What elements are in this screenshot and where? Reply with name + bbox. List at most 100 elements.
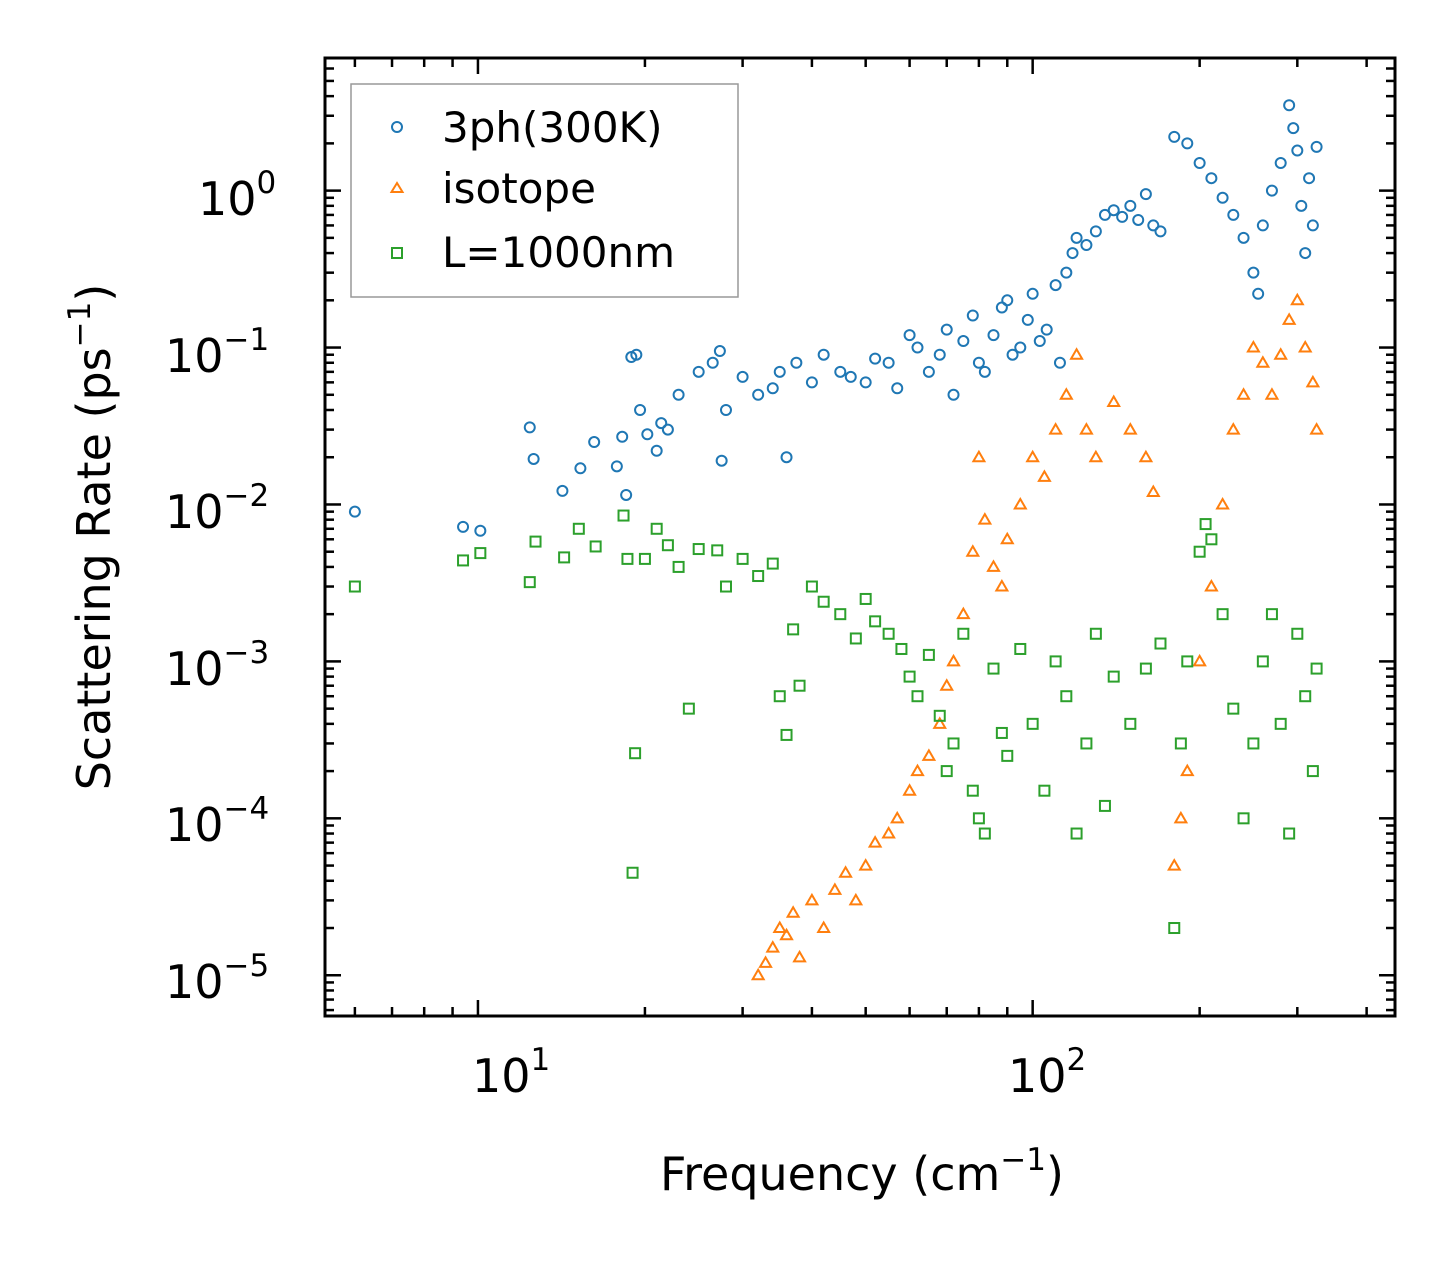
point-circle-47 [978, 365, 991, 378]
point-circle-0 [348, 505, 361, 518]
point-triangle-14 [881, 826, 896, 839]
point-square-51 [1049, 655, 1062, 668]
point-circle-79 [1247, 266, 1260, 279]
point-triangle-32 [1048, 422, 1063, 435]
plot-frame [323, 56, 1397, 1018]
point-circle-32 [834, 365, 847, 378]
point-circle-77 [1227, 208, 1240, 221]
point-square-38 [933, 709, 946, 722]
point-circle-85 [1287, 122, 1300, 135]
point-triangle-2 [765, 940, 780, 953]
point-triangle-10 [838, 865, 853, 878]
point-circle-63 [1089, 225, 1102, 238]
point-circle-61 [1070, 231, 1083, 244]
point-circle-30 [805, 376, 818, 389]
point-triangle-43 [1180, 763, 1195, 777]
point-triangle-56 [1305, 374, 1321, 388]
point-square-69 [1237, 812, 1250, 825]
point-triangle-42 [1173, 810, 1189, 824]
point-square-54 [1080, 737, 1093, 750]
point-triangle-6 [792, 949, 807, 963]
point-square-59 [1139, 662, 1152, 675]
point-circle-15 [650, 444, 663, 457]
point-triangle-34 [1069, 347, 1084, 360]
point-triangle-36 [1088, 449, 1104, 463]
point-circle-86 [1291, 144, 1304, 157]
point-circle-5 [556, 484, 569, 497]
point-triangle-49 [1246, 340, 1261, 353]
point-triangle-47 [1226, 422, 1241, 435]
point-circle-34 [859, 376, 872, 389]
point-square-12 [638, 552, 651, 565]
point-circle-27 [773, 365, 786, 378]
legend: 3ph(300K) isotope L=1000nm [350, 83, 739, 298]
point-triangle-11 [848, 892, 864, 906]
point-triangle-25 [977, 512, 993, 525]
point-square-13 [650, 522, 663, 535]
point-square-78 [1310, 662, 1323, 675]
point-circle-35 [869, 352, 882, 365]
point-circle-90 [1306, 219, 1319, 232]
point-square-76 [1299, 690, 1312, 703]
point-circle-51 [1006, 348, 1019, 361]
point-square-74 [1283, 827, 1296, 840]
point-square-68 [1227, 702, 1240, 715]
point-triangle-12 [858, 858, 873, 871]
point-triangle-24 [971, 449, 987, 463]
y-tick-label-1e-5: 10−5 [165, 948, 269, 1009]
point-circle-13 [634, 403, 647, 416]
point-circle-24 [736, 370, 749, 383]
point-circle-68 [1132, 213, 1145, 226]
point-circle-45 [966, 309, 979, 322]
point-circle-39 [911, 341, 924, 354]
point-square-47 [1001, 749, 1014, 762]
point-square-64 [1193, 545, 1206, 558]
point-triangle-53 [1281, 312, 1297, 325]
point-triangle-26 [986, 559, 1001, 572]
point-square-26 [793, 679, 806, 692]
point-square-14 [661, 539, 674, 552]
point-circle-55 [1033, 335, 1046, 348]
point-circle-26 [766, 382, 779, 395]
point-square-75 [1291, 627, 1304, 640]
y-tick-label-1e-3: 10−3 [165, 635, 269, 696]
point-square-27 [805, 580, 818, 593]
point-triangle-39 [1138, 449, 1154, 463]
point-square-49 [1026, 717, 1039, 730]
point-triangle-1 [758, 955, 773, 968]
point-square-34 [895, 642, 908, 655]
y-tick-label-1e-4: 10−4 [165, 791, 269, 852]
point-circle-83 [1274, 156, 1287, 169]
point-triangle-46 [1215, 496, 1230, 510]
point-square-45 [987, 662, 1000, 675]
point-square-77 [1306, 765, 1319, 778]
point-circle-37 [891, 382, 904, 395]
x-tick-label-100: 102 [1008, 1042, 1086, 1103]
point-circle-20 [706, 356, 719, 369]
point-circle-4 [527, 452, 540, 465]
point-circle-70 [1147, 219, 1160, 232]
point-circle-62 [1080, 239, 1093, 252]
legend-box [350, 83, 739, 298]
point-triangle-55 [1297, 340, 1313, 353]
point-circle-58 [1053, 356, 1066, 369]
point-circle-2 [474, 524, 487, 537]
point-circle-89 [1303, 172, 1316, 185]
point-triangle-48 [1236, 387, 1251, 400]
point-circle-28 [780, 451, 793, 464]
point-circle-78 [1237, 231, 1250, 244]
point-circle-91 [1310, 140, 1323, 153]
point-square-73 [1274, 717, 1287, 730]
point-circle-10 [620, 488, 633, 501]
point-square-48 [1014, 642, 1027, 655]
series-3ph(300K) [348, 99, 1323, 537]
data-points [348, 99, 1324, 981]
point-circle-80 [1252, 287, 1265, 300]
point-circle-16 [655, 417, 668, 430]
point-circle-36 [882, 356, 895, 369]
point-circle-12 [630, 348, 643, 361]
point-triangle-4 [779, 927, 794, 941]
point-circle-40 [922, 365, 935, 378]
point-circle-59 [1060, 266, 1073, 279]
